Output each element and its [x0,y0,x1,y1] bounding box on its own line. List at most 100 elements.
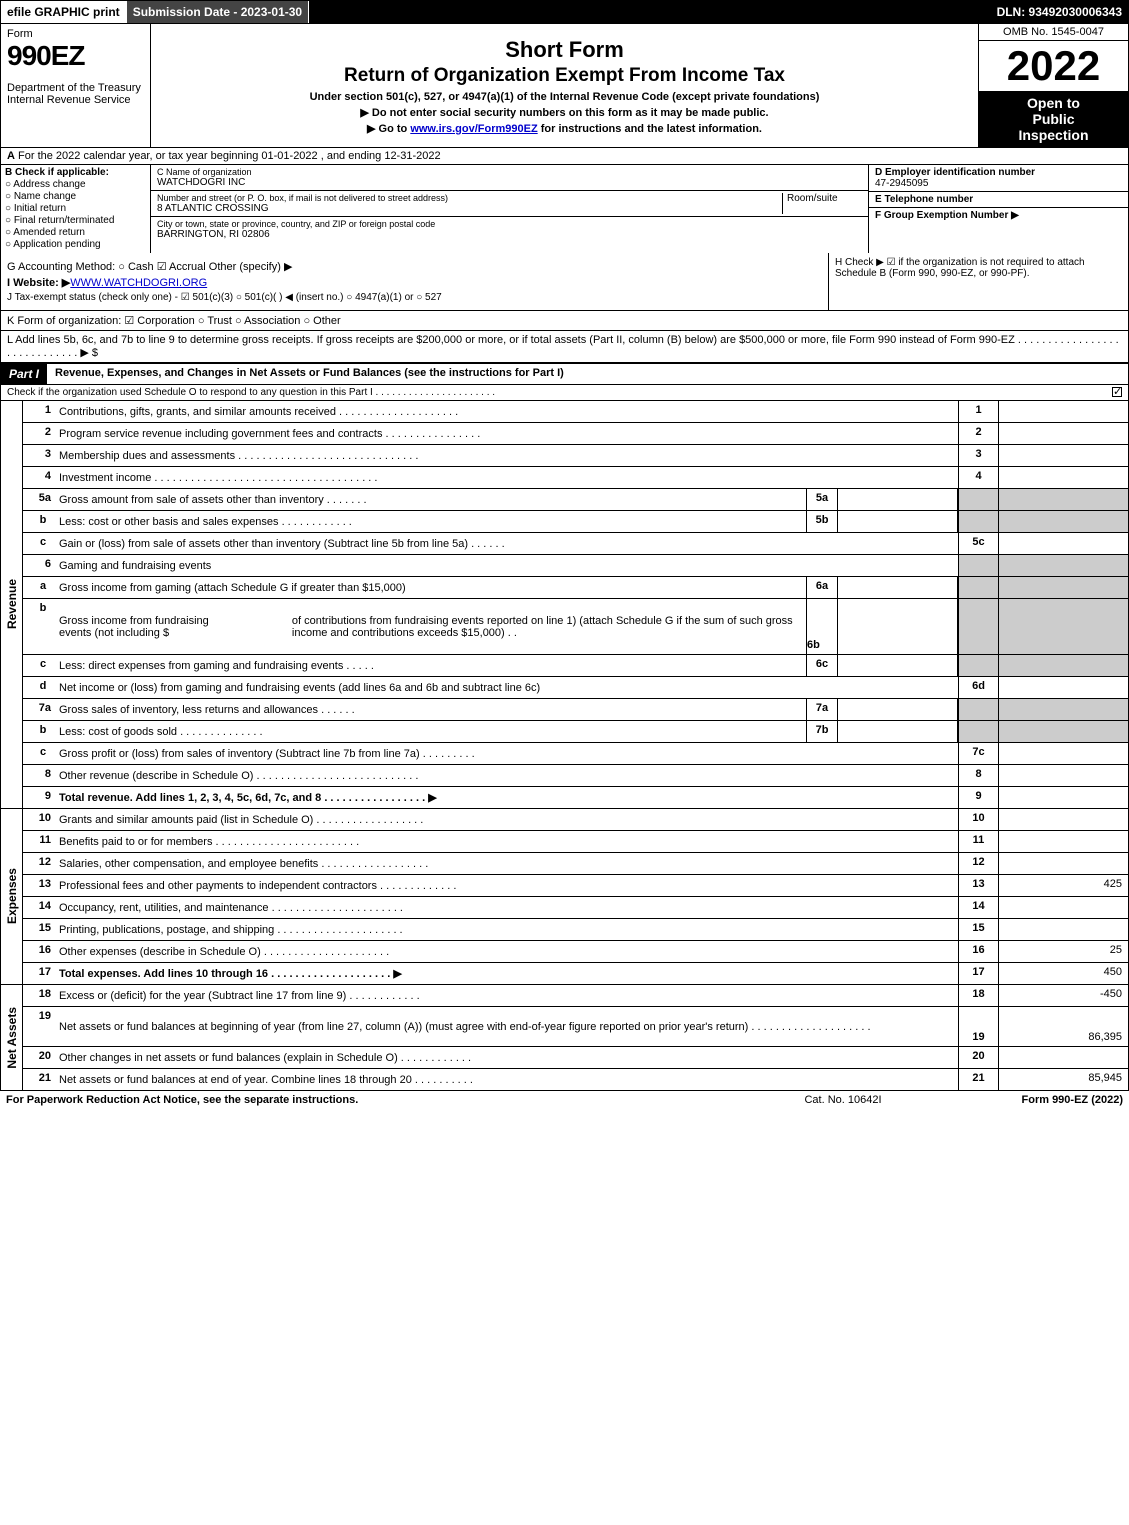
chk-final-return[interactable]: Final return/terminated [5,215,146,226]
phone-cell: E Telephone number [869,192,1128,208]
form-label: Form [7,28,144,40]
open-public: Open to Public Inspection [979,91,1128,147]
line-6: 6Gaming and fundraising events [23,555,1129,577]
part-1-title: Revenue, Expenses, and Changes in Net As… [47,364,1128,384]
org-name-cell: C Name of organization WATCHDOGRI INC [151,165,868,191]
omb-number: OMB No. 1545-0047 [979,24,1128,41]
part-1-header: Part I Revenue, Expenses, and Changes in… [0,363,1129,385]
ein-cell: D Employer identification number 47-2945… [869,165,1128,192]
org-address: 8 ATLANTIC CROSSING [157,203,782,214]
room-suite: Room/suite [782,193,862,214]
tax-exempt-status: J Tax-exempt status (check only one) - ☑… [7,292,822,303]
val-17: 450 [998,963,1128,984]
paperwork-notice: For Paperwork Reduction Act Notice, see … [6,1094,743,1106]
line-11: 11Benefits paid to or for members . . . … [23,831,1129,853]
val-19: 86,395 [998,1007,1128,1046]
part-1-num: Part I [1,364,47,384]
row-a: A For the 2022 calendar year, or tax yea… [0,148,1129,165]
line-12: 12Salaries, other compensation, and empl… [23,853,1129,875]
city-cell: City or town, state or province, country… [151,217,868,242]
line-5a: 5aGross amount from sale of assets other… [23,489,1129,511]
address-cell: Number and street (or P. O. box, if mail… [151,191,868,217]
page-footer: For Paperwork Reduction Act Notice, see … [0,1091,1129,1109]
form-title-2: Return of Organization Exempt From Incom… [159,65,970,87]
form-ref: Form 990-EZ (2022) [943,1094,1123,1106]
expenses-section: Expenses 10Grants and similar amounts pa… [0,809,1129,985]
line-1: 1Contributions, gifts, grants, and simil… [23,401,1129,423]
line-3: 3Membership dues and assessments . . . .… [23,445,1129,467]
expenses-side-label: Expenses [1,809,23,985]
block-identity: B Check if applicable: Address change Na… [0,165,1129,253]
line-19: 19Net assets or fund balances at beginni… [23,1007,1129,1047]
chk-name-change[interactable]: Name change [5,191,146,202]
header-left: Form 990EZ Department of the TreasuryInt… [1,24,151,147]
goto-line: ▶ Go to www.irs.gov/Form990EZ for instru… [159,122,970,135]
line-5b: bLess: cost or other basis and sales exp… [23,511,1129,533]
val-16: 25 [998,941,1128,962]
line-6d: dNet income or (loss) from gaming and fu… [23,677,1129,699]
chk-amended-return[interactable]: Amended return [5,227,146,238]
dln-number: DLN: 93492030006343 [991,1,1128,23]
form-header: Form 990EZ Department of the TreasuryInt… [0,24,1129,148]
website-line: I Website: ▶WWW.WATCHDOGRI.ORG [7,276,822,289]
line-6a: aGross income from gaming (attach Schedu… [23,577,1129,599]
line-13: 13Professional fees and other payments t… [23,875,1129,897]
chk-initial-return[interactable]: Initial return [5,203,146,214]
irs-link[interactable]: www.irs.gov/Form990EZ [410,123,537,135]
group-exemption-cell: F Group Exemption Number ▶ [869,208,1128,253]
line-6b: bGross income from fundraising events (n… [23,599,1129,655]
row-l: L Add lines 5b, 6c, and 7b to line 9 to … [0,331,1129,363]
line-10: 10Grants and similar amounts paid (list … [23,809,1129,831]
line-2: 2Program service revenue including gover… [23,423,1129,445]
line-15: 15Printing, publications, postage, and s… [23,919,1129,941]
accounting-method: G Accounting Method: ○ Cash ☑ Accrual Ot… [7,260,822,273]
header-center: Short Form Return of Organization Exempt… [151,24,978,147]
chk-application-pending[interactable]: Application pending [5,239,146,250]
line-6c: cLess: direct expenses from gaming and f… [23,655,1129,677]
schedule-o-checkbox[interactable] [1112,387,1122,397]
line-20: 20Other changes in net assets or fund ba… [23,1047,1129,1069]
line-7b: bLess: cost of goods sold . . . . . . . … [23,721,1129,743]
dept-label: Department of the TreasuryInternal Reven… [7,82,144,106]
section-gh: G Accounting Method: ○ Cash ☑ Accrual Ot… [0,253,1129,311]
revenue-side-label: Revenue [1,401,23,809]
net-assets-side-label: Net Assets [1,985,23,1091]
line-21: 21Net assets or fund balances at end of … [23,1069,1129,1091]
line-7c: cGross profit or (loss) from sales of in… [23,743,1129,765]
website-link[interactable]: WWW.WATCHDOGRI.ORG [70,277,207,289]
top-bar: efile GRAPHIC print Submission Date - 20… [0,0,1129,24]
line-5c: cGain or (loss) from sale of assets othe… [23,533,1129,555]
header-right: OMB No. 1545-0047 2022 Open to Public In… [978,24,1128,147]
section-g-left: G Accounting Method: ○ Cash ☑ Accrual Ot… [1,253,828,310]
ssn-warning: ▶ Do not enter social security numbers o… [159,106,970,119]
org-name: WATCHDOGRI INC [157,177,862,188]
val-18: -450 [998,985,1128,1006]
val-13: 425 [998,875,1128,896]
cat-no: Cat. No. 10642I [743,1094,943,1106]
form-title-1: Short Form [159,37,970,63]
ein-value: 47-2945095 [875,178,928,189]
tax-year: 2022 [979,41,1128,91]
submission-date: Submission Date - 2023-01-30 [127,1,309,23]
val-21: 85,945 [998,1069,1128,1090]
revenue-section: Revenue 1Contributions, gifts, grants, a… [0,401,1129,809]
col-de: D Employer identification number 47-2945… [868,165,1128,253]
form-subtitle: Under section 501(c), 527, or 4947(a)(1)… [159,91,970,103]
section-h: H Check ▶ ☑ if the organization is not r… [828,253,1128,310]
line-9: 9Total revenue. Add lines 1, 2, 3, 4, 5c… [23,787,1129,809]
col-c-org-info: C Name of organization WATCHDOGRI INC Nu… [151,165,868,253]
line-4: 4Investment income . . . . . . . . . . .… [23,467,1129,489]
schedule-o-check-row: Check if the organization used Schedule … [0,385,1129,401]
org-city: BARRINGTON, RI 02806 [157,229,862,240]
col-b-checkboxes: B Check if applicable: Address change Na… [1,165,151,253]
net-assets-section: Net Assets 18Excess or (deficit) for the… [0,985,1129,1091]
efile-label[interactable]: efile GRAPHIC print [1,1,127,23]
row-k: K Form of organization: ☑ Corporation ○ … [0,311,1129,331]
line-7a: 7aGross sales of inventory, less returns… [23,699,1129,721]
line-16: 16Other expenses (describe in Schedule O… [23,941,1129,963]
line-18: 18Excess or (deficit) for the year (Subt… [23,985,1129,1007]
chk-address-change[interactable]: Address change [5,179,146,190]
line-8: 8Other revenue (describe in Schedule O) … [23,765,1129,787]
form-number: 990EZ [7,40,144,72]
line-14: 14Occupancy, rent, utilities, and mainte… [23,897,1129,919]
